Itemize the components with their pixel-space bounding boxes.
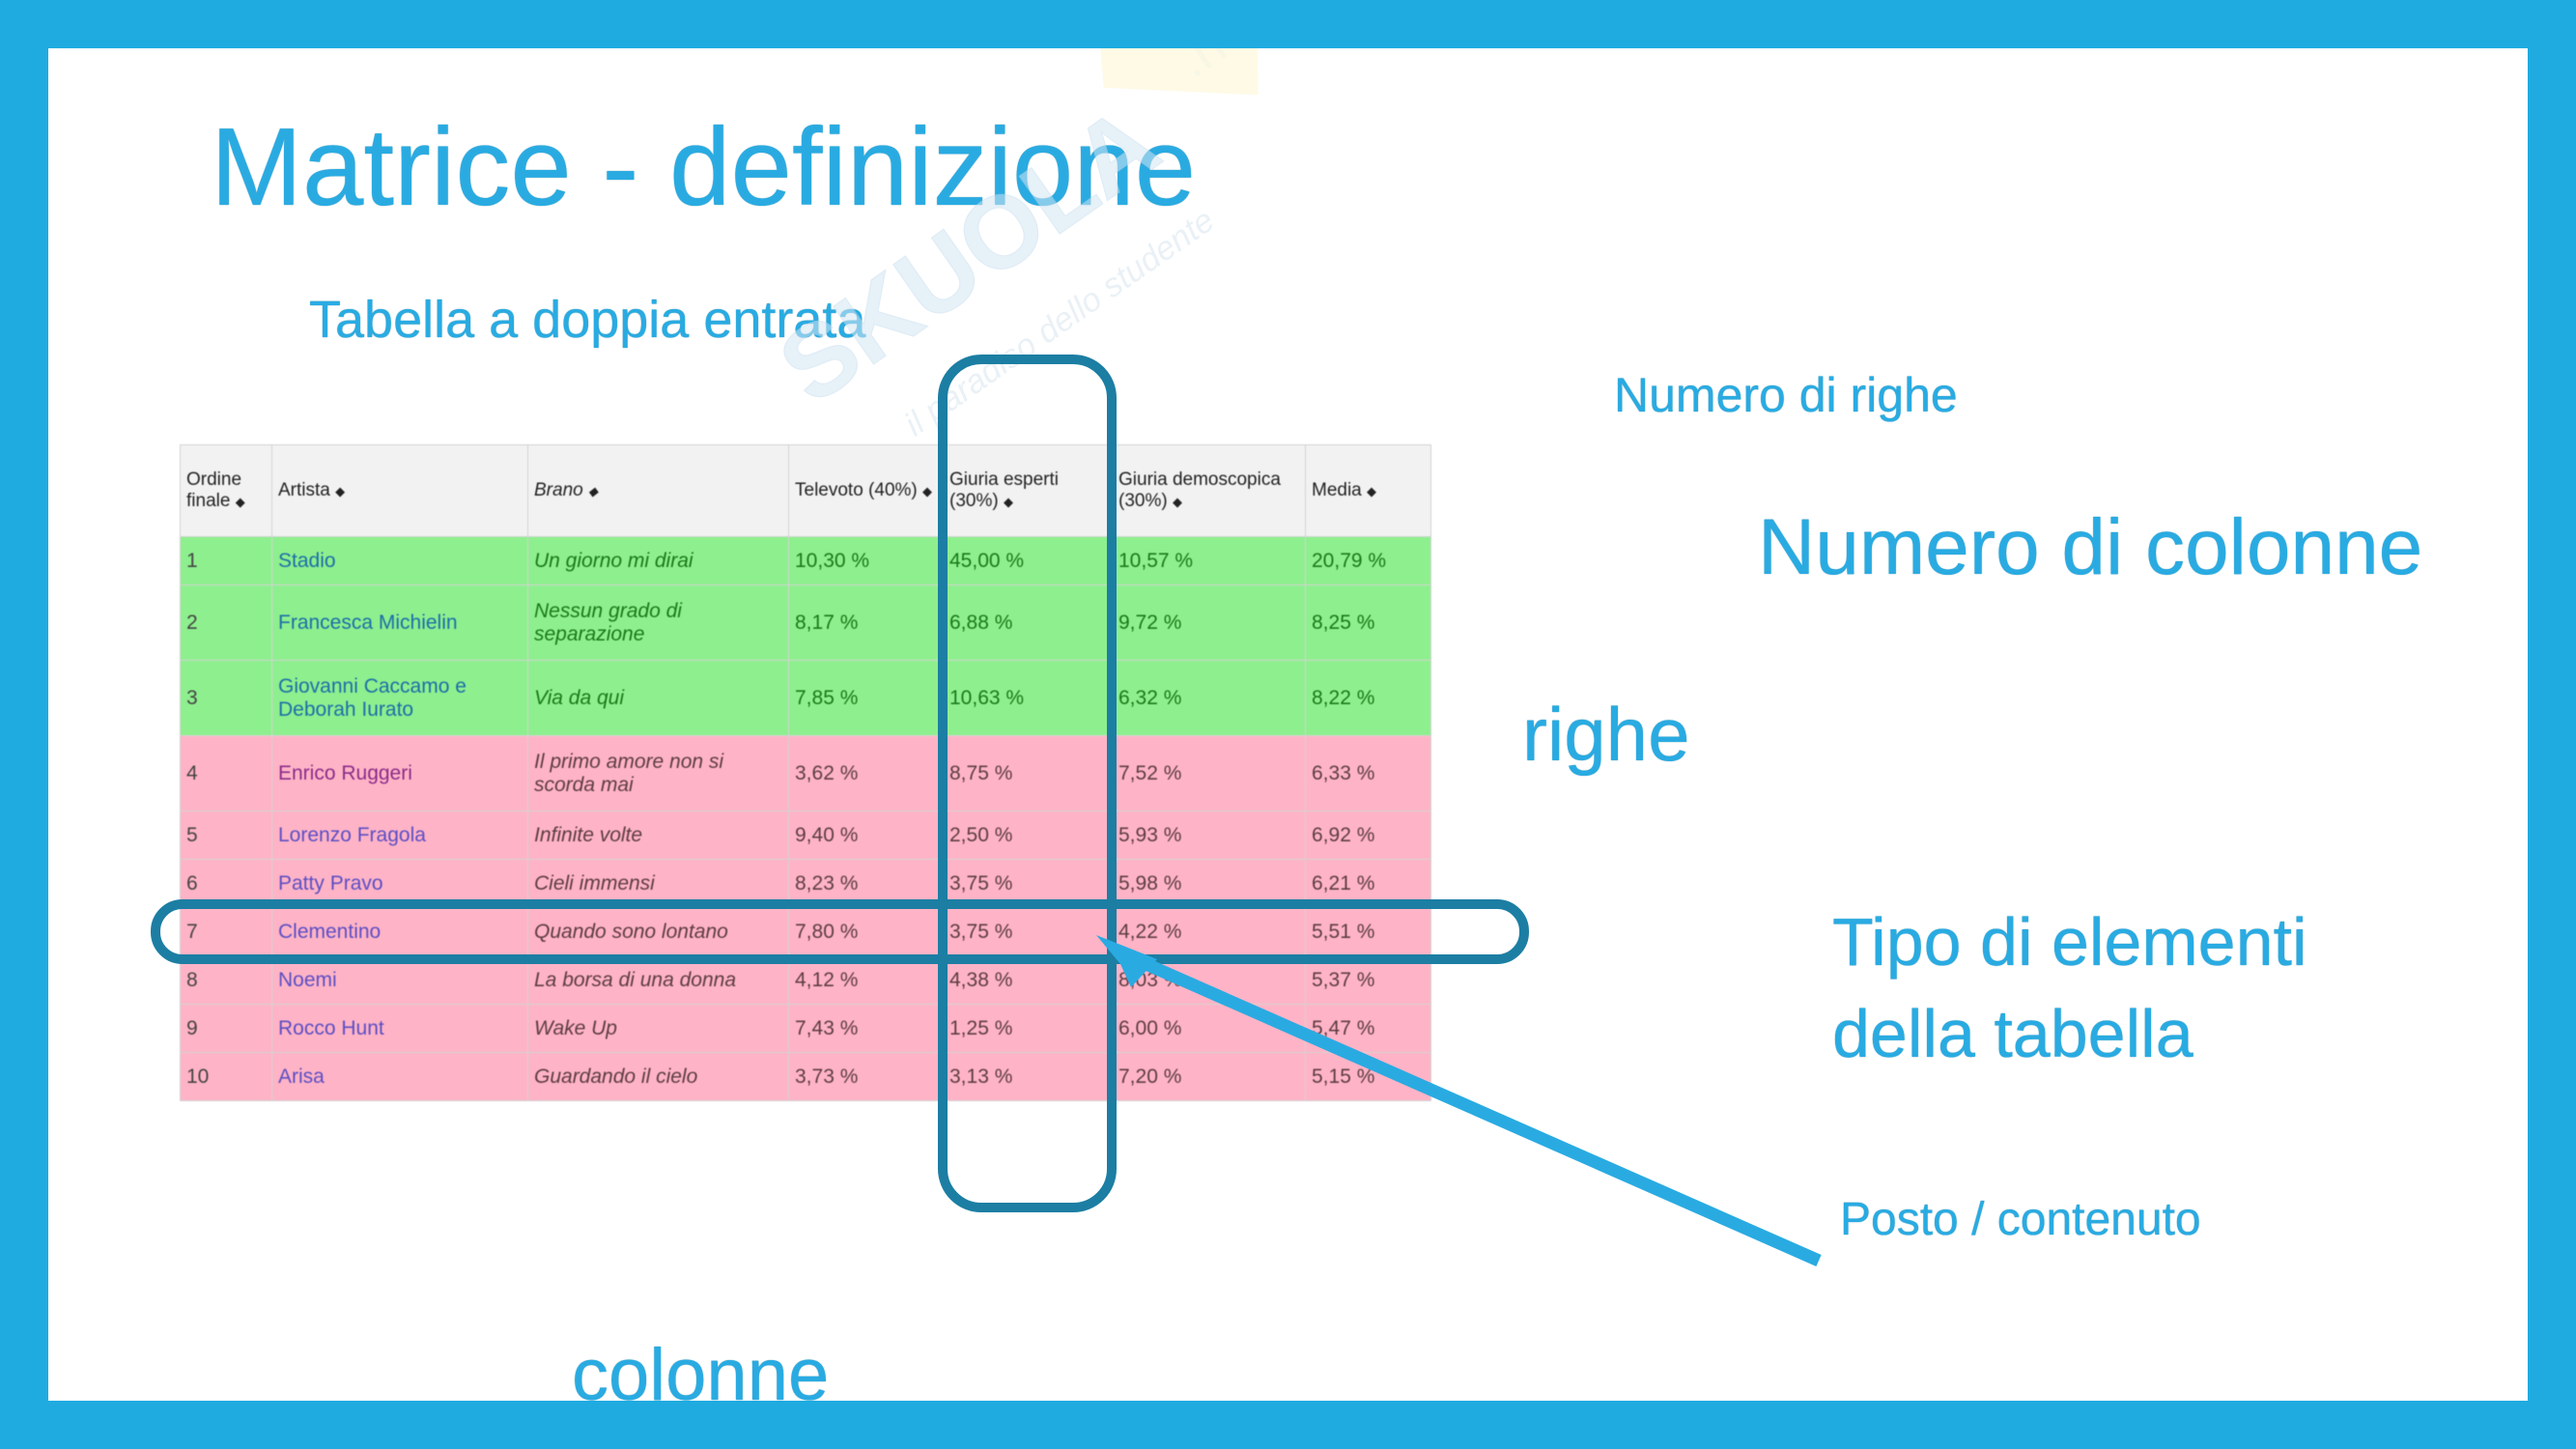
svg-text:il paradiso dello studente: il paradiso dello studente — [898, 202, 1221, 443]
svg-text:.net: .net — [1165, 48, 1272, 89]
